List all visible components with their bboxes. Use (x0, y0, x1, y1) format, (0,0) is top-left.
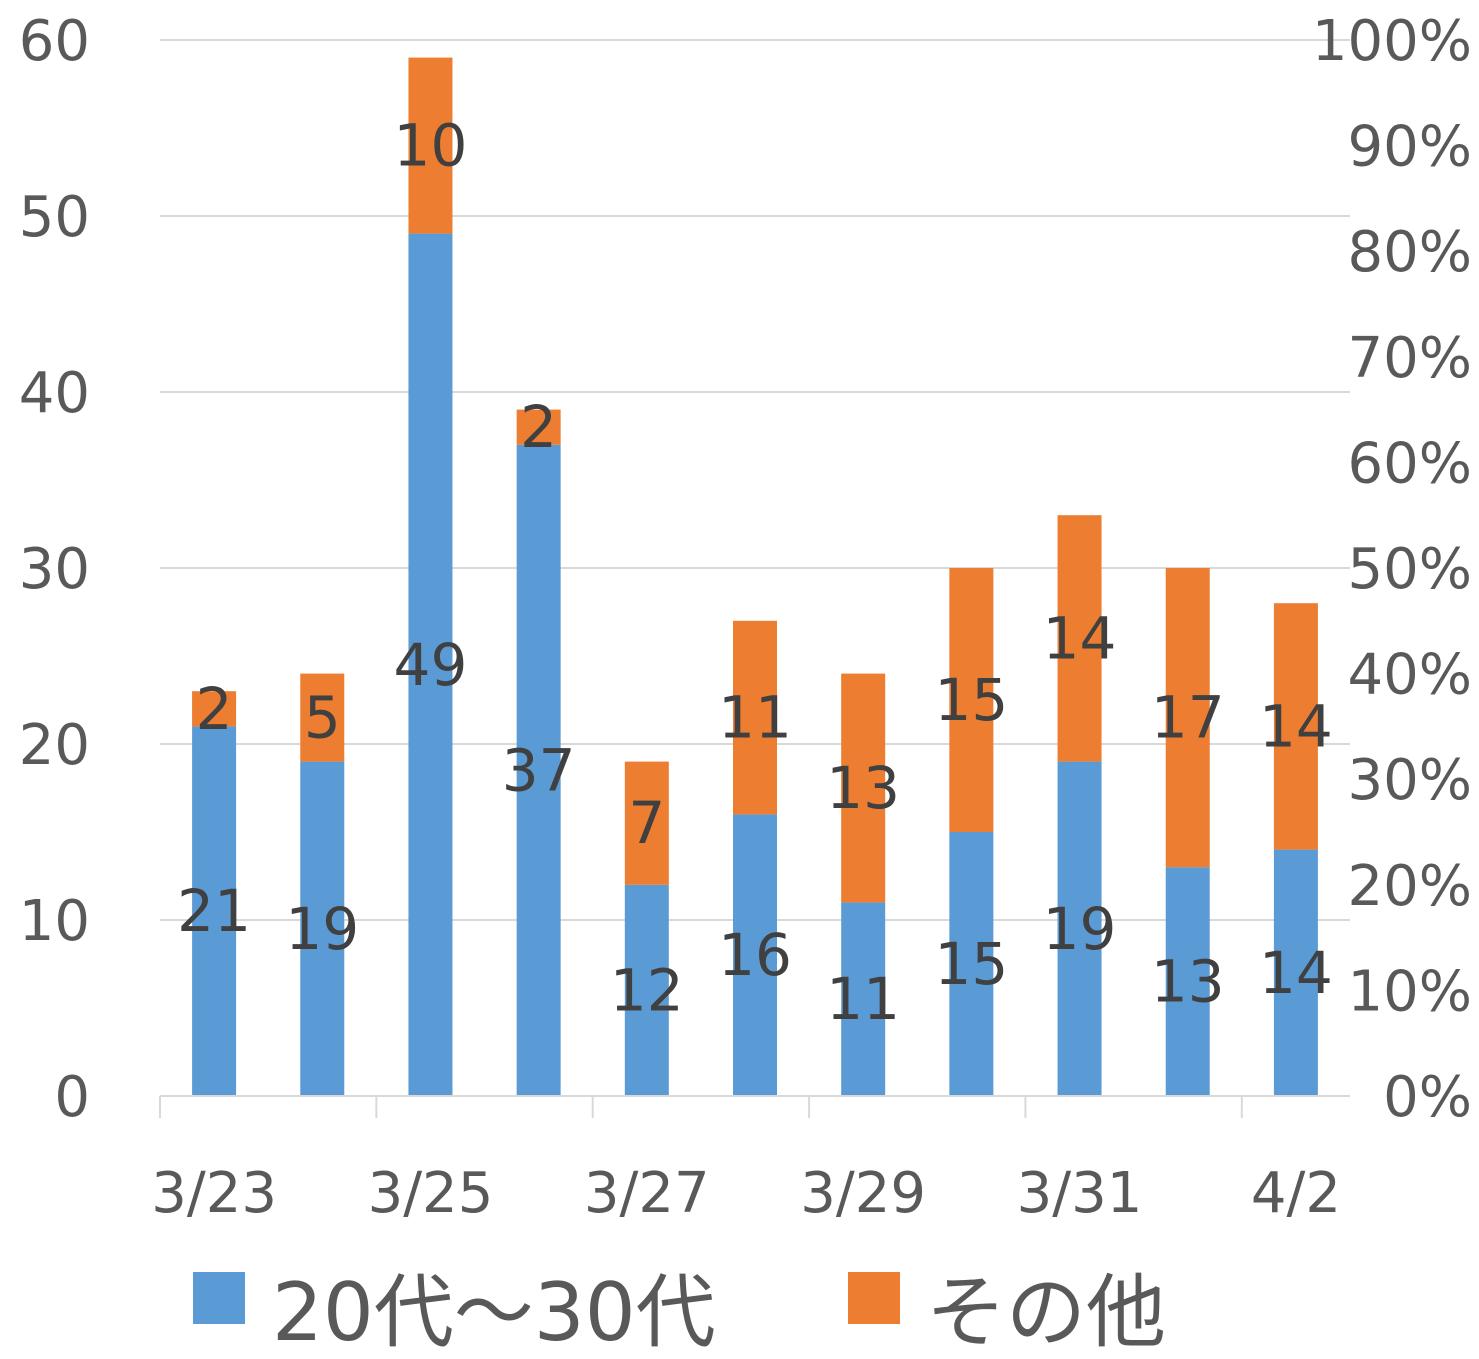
bar-segment-20s-30s (841, 902, 886, 1096)
y-right-tick-label: 20% (1348, 854, 1472, 919)
x-tick-label: 3/31 (1017, 1161, 1143, 1226)
x-tick-label: 3/29 (800, 1161, 926, 1226)
legend-label-other: その他 (926, 1266, 1166, 1355)
bar-segment-20s-30s (408, 233, 453, 1097)
bar-segment-20s-30s (1057, 761, 1102, 1096)
data-label-other: 7 (628, 789, 665, 857)
y-right-tick-label: 60% (1348, 431, 1472, 496)
data-label-20s-30s: 19 (285, 895, 359, 963)
data-label-other: 2 (196, 675, 233, 743)
y-right-tick-label: 40% (1348, 643, 1472, 708)
data-label-other: 17 (1151, 684, 1225, 752)
x-tick-label: 3/23 (151, 1161, 277, 1226)
bar-segment-20s-30s (516, 444, 561, 1096)
x-tick-label: 3/25 (368, 1161, 494, 1226)
bar-segment-other (1057, 515, 1102, 762)
bar-segment-other (1165, 568, 1210, 868)
y-right-tick-label: 0% (1383, 1065, 1472, 1130)
data-label-other: 5 (304, 684, 341, 752)
y-right-tick-label: 80% (1348, 220, 1472, 285)
data-label-20s-30s: 49 (394, 631, 468, 699)
data-label-20s-30s: 13 (1151, 948, 1225, 1016)
bar-segment-20s-30s (300, 761, 345, 1096)
bar-segment-20s-30s (1273, 849, 1318, 1096)
legend: 20代～30代 その他 (193, 1266, 1166, 1359)
y-left-tick-label: 30 (19, 537, 90, 602)
bar-segment-other (192, 691, 237, 727)
data-label-other: 2 (520, 393, 557, 461)
y-left-tick-label: 0 (54, 1065, 90, 1130)
y-left-tick-label: 20 (19, 713, 90, 778)
bar-segment-other (733, 620, 777, 815)
y-right-tick-label: 100% (1312, 9, 1472, 74)
data-label-20s-30s: 12 (610, 956, 684, 1024)
data-label-20s-30s: 14 (1259, 939, 1333, 1007)
bar-segment-20s-30s (1165, 867, 1210, 1096)
bar-segment-other (1273, 603, 1318, 850)
data-label-20s-30s: 21 (177, 877, 251, 945)
y-right-tick-label: 10% (1348, 959, 1472, 1024)
bar-segment-20s-30s (192, 726, 237, 1096)
x-tick-label: 3/27 (584, 1161, 710, 1226)
data-label-20s-30s: 16 (718, 921, 792, 989)
y-right-tick-label: 50% (1348, 537, 1472, 602)
legend-swatch-20s-30s (193, 1272, 245, 1324)
data-label-20s-30s: 37 (502, 736, 576, 804)
bar-segment-other (300, 673, 345, 762)
bar-segment-20s-30s (733, 814, 777, 1096)
data-label-other: 14 (1043, 604, 1117, 672)
legend-label-20s-30s: 20代～30代 (272, 1266, 716, 1355)
bar-segment-20s-30s (624, 884, 669, 1096)
data-label-20s-30s: 11 (826, 965, 900, 1033)
y-left-tick-label: 40 (19, 361, 90, 426)
y-left-tick-label: 10 (19, 889, 90, 954)
data-label-other: 10 (394, 112, 468, 180)
bar-segment-other (516, 409, 561, 445)
x-tick-label: 4/2 (1251, 1161, 1341, 1226)
gridlines (160, 39, 1350, 921)
bar-segment-other (408, 57, 453, 234)
data-label-other: 11 (718, 684, 792, 752)
y-left-tick-label: 50 (19, 185, 90, 250)
bars (192, 57, 1318, 1097)
bar-segment-other (624, 761, 669, 885)
data-label-20s-30s: 19 (1043, 895, 1117, 963)
y-right-tick-label: 90% (1348, 115, 1472, 180)
bar-segment-20s-30s (949, 832, 994, 1096)
legend-swatch-other (848, 1272, 900, 1324)
y-right-tick-label: 70% (1348, 326, 1472, 391)
bar-segment-other (949, 568, 994, 832)
data-label-other: 15 (934, 666, 1008, 734)
data-label-20s-30s: 15 (934, 930, 1008, 998)
y-left-tick-label: 60 (19, 9, 90, 74)
data-label-other: 13 (826, 754, 900, 822)
bar-segment-other (841, 673, 886, 903)
data-label-other: 14 (1259, 692, 1333, 760)
y-right-tick-label: 30% (1348, 748, 1472, 813)
axes: 0 10 20 30 40 50 60 0% 10% 20% 30% 40% 50% 60% 70% 80% 9… (19, 9, 1472, 1226)
